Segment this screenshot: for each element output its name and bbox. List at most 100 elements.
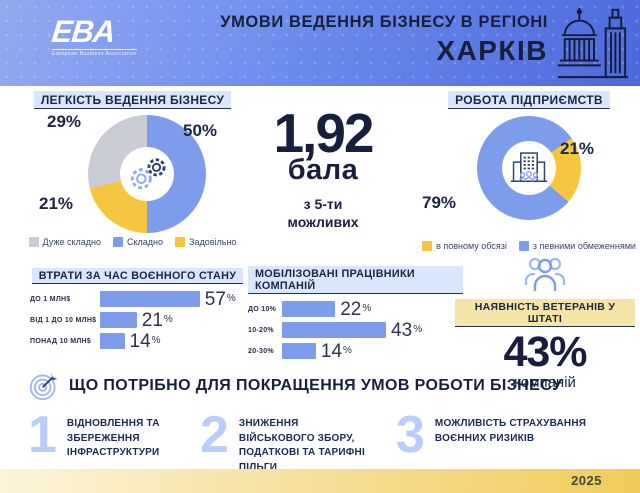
bar-value: 14% (130, 332, 161, 351)
page-title: УМОВИ ВЕДЕННЯ БІЗНЕСУ В РЕГІОНІ ХАРКІВ (220, 13, 548, 67)
ease-of-business-donut-chart (88, 115, 206, 233)
score-caption: з 5-ти можливих (250, 196, 396, 231)
slice-label-zadovilno: 21% (39, 194, 74, 213)
bar-row: ВІД 1 ДО 10 МЛН$ 21% (30, 311, 245, 330)
legend-swatch (28, 237, 39, 247)
bar (282, 322, 387, 338)
score-block: 1,92 бала з 5-ти можливих (250, 106, 396, 231)
legend-item: Дуже складно (28, 237, 101, 247)
legend-swatch (422, 241, 433, 251)
veterans-title-row: НАЯВНІСТЬ ВЕТЕРАНІВ У ШТАТІ (455, 297, 635, 327)
gears-icon (130, 158, 166, 190)
bar (100, 291, 200, 307)
slice-label-with-limitations: 79% (422, 193, 457, 212)
bar-category-label: 20-30% (248, 347, 274, 355)
bar-value-number: 43 (391, 319, 413, 341)
legend-label: Складно (127, 237, 164, 247)
bar-value-number: 14 (129, 330, 151, 352)
bar-category-label: ДО 1 МЛН$ (30, 295, 71, 303)
legend-swatch (113, 237, 123, 247)
bar-value: 57% (205, 290, 236, 309)
legend-label: Задовільно (189, 237, 237, 247)
improvement-number: 3 (396, 406, 425, 464)
eba-logo-tagline: European Business Association (52, 49, 137, 57)
donut-center (502, 141, 556, 195)
page-title-city: ХАРКІВ (436, 35, 548, 66)
mobilized-employees-title: МОБІЛІЗОВАНІ ПРАЦІВНИКИ КОМПАНІЙ (248, 266, 463, 294)
score-unit: бала (287, 154, 359, 186)
bar-value-number: 22 (340, 298, 362, 320)
eba-logo-text: EBA (50, 14, 117, 49)
veterans-title: НАЯВНІСТЬ ВЕТЕРАНІВ У ШТАТІ (455, 299, 635, 327)
score-caption-line2: можливих (287, 213, 359, 230)
bar-category-label: ВІД 1 ДО 10 МЛН$ (30, 316, 97, 324)
legend-swatch (518, 241, 529, 251)
legend-label: в повному обсязі (436, 241, 507, 251)
slice-label-duzhe-skladno: 29% (47, 112, 82, 131)
legend-item: Задовільно (175, 237, 236, 247)
enterprise-operations-panel: РОБОТА ПІДПРИЄМСТВ (420, 91, 638, 253)
improvement-item: 1 ВІДНОВЛЕННЯ ТА ЗБЕРЕЖЕННЯ ІНФРАСТРУКТУ… (28, 409, 200, 475)
bar-row: ДО 1 МЛН$ 57% (30, 290, 245, 309)
legend-item: в повному обсязі (422, 241, 507, 251)
donut-center (120, 147, 174, 201)
bar-value: 21% (142, 311, 173, 330)
improvement-text: ВІДНОВЛЕННЯ ТА ЗБЕРЕЖЕННЯ ІНФРАСТРУКТУРИ (66, 418, 160, 458)
people-group-icon (524, 257, 566, 291)
improvement-item: 3 МОЖЛИВІСТЬ СТРАХУВАННЯ ВОЄННИХ РИЗИКІВ (396, 406, 632, 475)
veterans-caption: компаній (514, 374, 576, 391)
enterprise-operations-legend: в повному обсязі з певними обмеженнями (420, 241, 638, 251)
improvement-text: ЗНИЖЕННЯ ВІЙСЬКОВОГО ЗБОРУ, ПОДАТКОВІ ТА… (238, 418, 365, 473)
bar-value-unit: % (151, 334, 161, 346)
bar-value: 22% (340, 300, 371, 319)
improvement-text: МОЖЛИВІСТЬ СТРАХУВАННЯ ВОЄННИХ РИЗИКІВ (434, 418, 587, 444)
mobilized-employees-bar-chart: ДО 10% 22% 10-20% 43% 20-30% 14% (248, 300, 463, 361)
legend-label: з певними обмеженнями (532, 241, 636, 251)
eba-logo: EBA European Business Association (50, 14, 137, 57)
score-caption-line1: з 5-ти (303, 196, 343, 212)
bar-value-number: 21 (141, 309, 163, 331)
improvements-header: ЩО ПОТРІБНО ДЛЯ ПОКРАЩЕННЯ УМОВ РОБОТИ Б… (28, 369, 632, 402)
target-icon (29, 372, 58, 401)
ease-of-business-legend: Дуже складно Складно Задовільно (25, 237, 240, 247)
bar-category-label: ПОНАД 10 МЛН$ (30, 337, 92, 345)
improvements-section: ЩО ПОТРІБНО ДЛЯ ПОКРАЩЕННЯ УМОВ РОБОТИ Б… (28, 369, 632, 475)
enterprise-operations-title: РОБОТА ПІДПРИЄМСТВ (448, 91, 610, 109)
legend-item: з певними обмеженнями (518, 241, 636, 251)
bar (100, 333, 125, 349)
header-banner: EBA European Business Association УМОВИ … (0, 0, 640, 86)
bar-value-number: 57 (204, 288, 226, 310)
bar-category-label: 10-20% (248, 326, 274, 334)
bar-value: 14% (321, 342, 352, 361)
bar (282, 343, 316, 359)
wartime-losses-title-row: ВТРАТИ ЗА ЧАС ВОЄННОГО СТАНУ (30, 266, 245, 284)
bar-row: 10-20% 43% (248, 319, 463, 341)
ease-of-business-panel: ЛЕГКІСТЬ ВЕДЕННЯ БІЗНЕСУ 50% 21% 29% Дуж… (25, 91, 240, 253)
wartime-losses-title: ВТРАТИ ЗА ЧАС ВОЄННОГО СТАНУ (31, 268, 244, 284)
improvements-list: 1 ВІДНОВЛЕННЯ ТА ЗБЕРЕЖЕННЯ ІНФРАСТРУКТУ… (28, 406, 632, 475)
kharkiv-buildings-icon (557, 7, 629, 79)
bar-row: ДО 10% 22% (248, 300, 463, 319)
legend-label: Дуже складно (42, 237, 101, 247)
bar-category-label: ДО 10% (248, 305, 277, 313)
improvement-number: 2 (200, 406, 229, 464)
veterans-panel: НАЯВНІСТЬ ВЕТЕРАНІВ У ШТАТІ 43% компаній (455, 254, 635, 391)
bar-row: 20-30% 14% (248, 342, 463, 361)
improvements-title: ЩО ПОТРІБНО ДЛЯ ПОКРАЩЕННЯ УМОВ РОБОТИ Б… (69, 376, 563, 394)
footer-bar: 2025 (0, 469, 640, 493)
legend-swatch (175, 237, 186, 247)
improvement-item: 2 ЗНИЖЕННЯ ВІЙСЬКОВОГО ЗБОРУ, ПОДАТКОВІ … (200, 406, 396, 475)
veterans-value: 43% (503, 328, 587, 376)
bar-value-unit: % (163, 313, 173, 325)
bar-value-unit: % (226, 292, 236, 304)
wartime-losses-bar-chart: ДО 1 МЛН$ 57% ВІД 1 ДО 10 МЛН$ 21% ПОНАД 10 … (30, 290, 245, 351)
slice-label-skladno: 50% (183, 121, 218, 140)
bar (100, 312, 137, 328)
slice-label-full-capacity: 21% (560, 139, 595, 158)
bar-row: ПОНАД 10 МЛН$ 14% (30, 332, 245, 351)
footer-year: 2025 (571, 473, 602, 488)
mobilized-employees-panel: МОБІЛІЗОВАНІ ПРАЦІВНИКИ КОМПАНІЙ ДО 10% 2… (248, 266, 463, 364)
score-value: 1,92 (273, 102, 374, 164)
legend-item: Складно (113, 237, 163, 247)
page-title-line1: УМОВИ ВЕДЕННЯ БІЗНЕСУ В РЕГІОНІ (220, 13, 548, 31)
